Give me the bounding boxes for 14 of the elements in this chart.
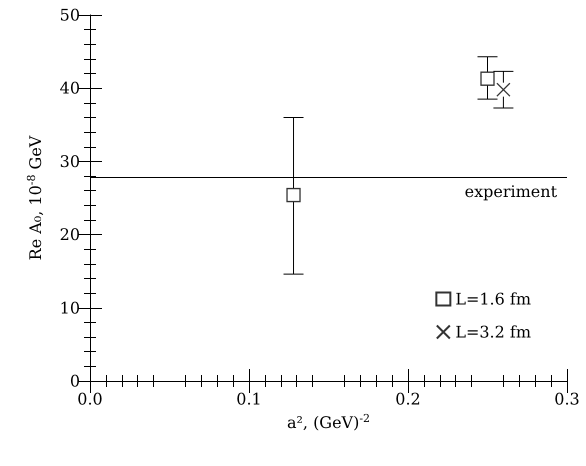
x-tick-label: 0.2 <box>395 390 421 408</box>
y-tick-label: 30 <box>60 152 80 171</box>
ref-line-label: experiment <box>464 182 558 202</box>
y-tick-label: 0 <box>70 372 80 390</box>
y-tick-label: 10 <box>60 298 80 318</box>
y-tick-label: 40 <box>60 78 80 98</box>
x-tick-label: 0.3 <box>554 390 580 408</box>
y-tick-label: 20 <box>60 225 80 244</box>
x-tick-label: 0.0 <box>77 390 103 408</box>
legend-label: L=1.6 fm <box>455 290 531 308</box>
y-axis-title: Re A₀, 10-8 GeV <box>25 135 45 260</box>
legend-label: L=3.2 fm <box>455 322 531 342</box>
x-tick-label: 0.1 <box>236 390 262 408</box>
y-tick-label: 50 <box>60 6 80 24</box>
